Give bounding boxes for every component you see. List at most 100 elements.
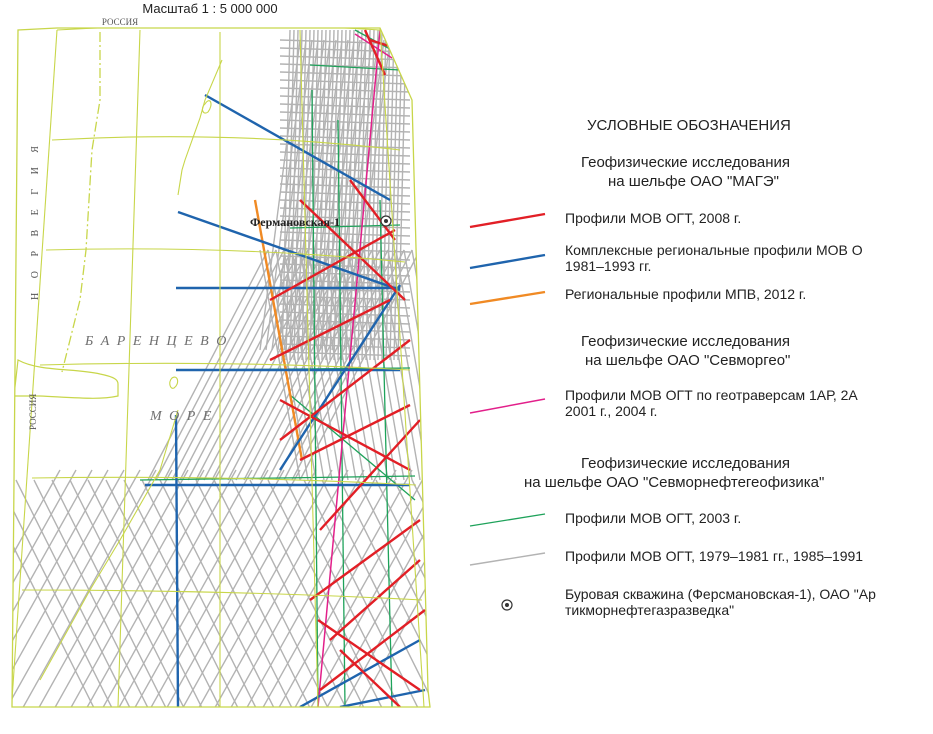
map: Масштаб 1 : 5 000 000 РОССИЯ	[11, 1, 465, 720]
grey-line	[279, 175, 411, 181]
blue-line	[204, 93, 391, 202]
red-line	[279, 398, 411, 472]
magenta-profile-lines	[317, 29, 393, 707]
legend-item-blue-text: Комплексные региональные профили МОВ О 1…	[565, 242, 863, 274]
grey-line	[127, 469, 269, 707]
grey-line	[51, 479, 173, 707]
legend: УСЛОВНЫЕ ОБОЗНАЧЕНИЯ Геофизические иссле…	[465, 0, 933, 734]
grey-line	[448, 480, 465, 720]
grey-line	[12, 479, 119, 707]
legend-item-red: Профили МОВ ОГТ, 2008 г.	[465, 206, 933, 246]
well-marker	[380, 215, 392, 227]
grey-line	[12, 469, 61, 707]
blue-profile-lines	[145, 93, 426, 707]
blue-line	[177, 210, 401, 292]
red-line	[339, 649, 401, 707]
red-line	[319, 609, 426, 691]
grey-line	[15, 469, 157, 707]
legend-item-green-text: Профили МОВ ОГТ, 2003 г.	[565, 510, 742, 526]
grey-line	[141, 479, 263, 707]
map-area	[12, 28, 465, 720]
grey-line	[12, 469, 141, 707]
grey-line	[12, 469, 93, 707]
red-line	[299, 403, 411, 462]
red-line	[279, 339, 411, 441]
grey-line	[337, 29, 347, 361]
legend-title: УСЛОВНЫЕ ОБОЗНАЧЕНИЯ	[587, 117, 791, 134]
red-line	[269, 298, 391, 362]
orange-line	[253, 199, 304, 461]
legend-group-sevmorgeo-line2: на шельфе ОАО "Севморгео"	[585, 352, 791, 369]
grey-line	[79, 469, 221, 707]
grey-line	[343, 39, 385, 351]
legend-item-magenta-text: Профили МОВ ОГТ по геотраверсам 1АР, 2А …	[565, 387, 858, 419]
grey-line	[69, 479, 191, 707]
grey-line	[335, 469, 430, 707]
well-label: Фермановская-1	[250, 215, 340, 229]
grey-line	[351, 469, 430, 707]
magenta-line	[354, 33, 393, 59]
green-line	[337, 119, 346, 707]
grey-line	[207, 469, 349, 707]
grey-line	[195, 479, 317, 707]
maritime-border	[61, 32, 101, 373]
grey-line	[111, 469, 253, 707]
label-russia-top: РОССИЯ	[102, 17, 138, 27]
grey-line	[271, 39, 313, 351]
grey-line	[313, 39, 355, 351]
legend-group-mage-line1: Геофизические исследования	[581, 154, 791, 171]
legend-item-blue: Комплексные региональные профили МОВ О 1…	[465, 240, 933, 280]
sea-label-line2: М О Р Е	[149, 409, 213, 424]
legend-item-green: Профили МОВ ОГТ, 2003 г.	[465, 508, 933, 548]
grey-line	[393, 479, 430, 707]
grey-line	[12, 479, 101, 707]
red-line	[363, 29, 387, 76]
grey-line	[285, 479, 407, 707]
grey-line	[12, 469, 77, 707]
legend-group-mage-line2: на шельфе ОАО "МАГЭ"	[608, 173, 779, 190]
grey-line	[287, 469, 429, 707]
grey-line	[345, 29, 355, 361]
blue-line	[339, 688, 426, 707]
grey-line	[279, 191, 411, 197]
grey-line	[31, 469, 173, 707]
grey-line	[429, 479, 430, 707]
grey-line	[279, 327, 411, 333]
graticule	[12, 28, 425, 707]
red-line	[317, 619, 421, 691]
red-line	[349, 179, 396, 241]
grey-line	[319, 469, 430, 707]
grey-line	[279, 135, 411, 141]
grey-line	[279, 231, 411, 237]
grey-line	[279, 271, 411, 277]
grey-line	[279, 127, 411, 133]
label-russia-west: РОССИЯ	[28, 394, 38, 430]
legend-item-well: Буровая скважина (Ферсмановская-1), ОАО …	[465, 584, 933, 624]
red-line	[319, 419, 421, 531]
blue-line	[299, 638, 421, 707]
grey-line	[279, 311, 411, 317]
legend-group-sevmorgeo-line1: Геофизические исследования	[581, 333, 791, 350]
red-line	[269, 228, 396, 302]
grey-line	[289, 39, 331, 351]
grey-line	[279, 183, 411, 189]
grey-line	[159, 469, 301, 707]
red-line	[309, 519, 421, 601]
grey-line	[339, 479, 430, 707]
grey-line	[279, 143, 411, 149]
grey-line	[63, 469, 205, 707]
well-icon	[501, 599, 513, 611]
grey-line	[213, 479, 335, 707]
legend-item-orange-text: Региональные профили МПВ, 2012 г.	[565, 286, 807, 302]
grey-line	[47, 469, 189, 707]
label-norway: Н О Р В Е Г И Я	[30, 140, 41, 300]
green-line	[289, 224, 401, 229]
grey-line	[12, 469, 109, 707]
grey-line	[191, 469, 333, 707]
grey-line	[337, 39, 379, 351]
red-profile-lines	[269, 29, 426, 707]
legend-item-grey-text: Профили МОВ ОГТ, 1979–1981 гг., 1985–199…	[565, 548, 864, 564]
red-line	[329, 559, 421, 641]
legend-item-grey: Профили МОВ ОГТ, 1979–1981 гг., 1985–199…	[465, 546, 933, 586]
green-line	[309, 64, 401, 71]
